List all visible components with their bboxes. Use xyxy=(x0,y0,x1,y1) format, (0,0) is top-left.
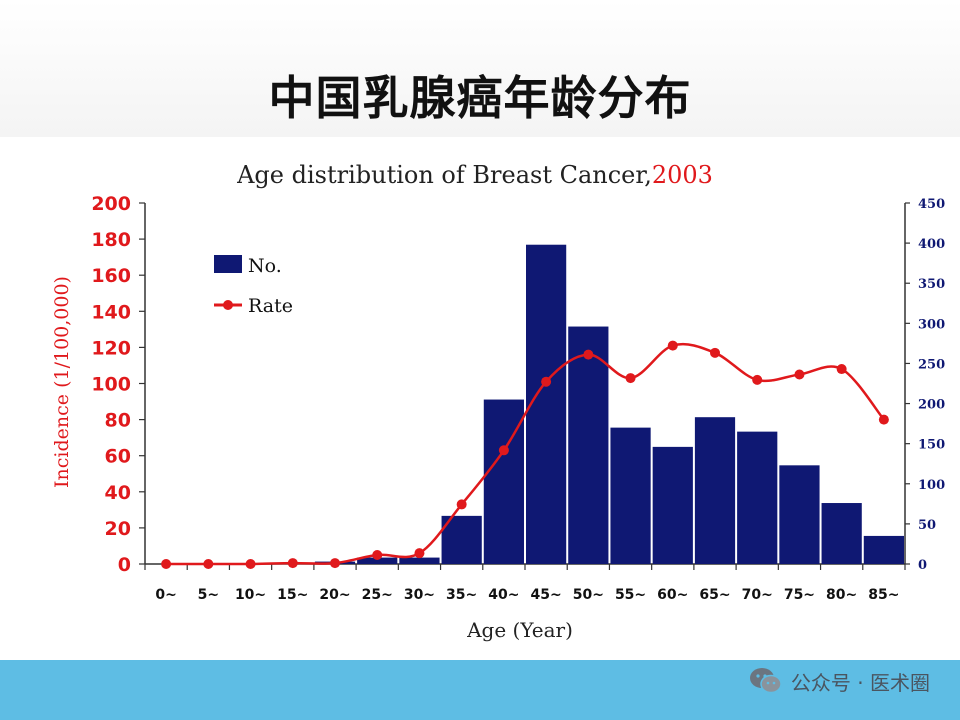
bar xyxy=(652,446,693,564)
bar xyxy=(610,427,651,564)
bar xyxy=(399,557,440,564)
x-tick-label: 60~ xyxy=(657,587,688,603)
x-tick-label: 15~ xyxy=(277,587,308,603)
rate-point xyxy=(456,499,467,510)
y-left-tick-label: 100 xyxy=(91,374,131,396)
chart: Age distribution of Breast Cancer,2003 0… xyxy=(51,161,945,642)
y-right-tick-label: 250 xyxy=(918,357,945,372)
y-right-tick-label: 0 xyxy=(918,558,927,573)
y-left-tick-label: 20 xyxy=(105,518,131,540)
legend-label-no: No. xyxy=(248,255,282,277)
rate-point xyxy=(541,376,552,387)
x-tick-label: 40~ xyxy=(488,587,519,603)
title-band xyxy=(0,0,960,137)
y-left-tick-label: 80 xyxy=(105,410,131,432)
chart-title-year: 2003 xyxy=(652,161,713,189)
y-right-tick-label: 100 xyxy=(918,478,945,493)
rate-point xyxy=(498,445,509,456)
legend-label-rate: Rate xyxy=(248,295,293,317)
y-right-tick-label: 350 xyxy=(918,277,945,292)
y-right-tick-label: 150 xyxy=(918,438,945,453)
x-tick-label: 35~ xyxy=(446,587,477,603)
x-tick-label: 30~ xyxy=(404,587,435,603)
bar xyxy=(694,417,736,564)
bar xyxy=(357,557,398,564)
y-left-tick-label: 40 xyxy=(105,482,131,504)
x-tick-label: 75~ xyxy=(784,587,815,603)
rate-point xyxy=(161,559,172,569)
x-tick-label: 20~ xyxy=(319,587,350,603)
y-left-tick-label: 120 xyxy=(91,337,131,359)
y-left-tick-label: 200 xyxy=(91,193,131,215)
x-axis-label: Age (Year) xyxy=(466,618,573,642)
slide-title: 中国乳腺癌年龄分布 xyxy=(268,71,692,125)
rate-point xyxy=(287,558,298,569)
rate-point xyxy=(625,373,636,384)
legend-swatch-no xyxy=(214,255,242,273)
y-left-tick-label: 180 xyxy=(91,229,131,251)
legend-marker-rate xyxy=(223,300,233,310)
line-series xyxy=(161,340,889,569)
x-tick-label: 70~ xyxy=(742,587,773,603)
chart-panel: Age distribution of Breast Cancer,2003 0… xyxy=(0,137,960,660)
x-tick-label: 50~ xyxy=(573,587,604,603)
rate-point xyxy=(836,364,847,375)
bar-series xyxy=(314,244,904,564)
x-tick-label: 55~ xyxy=(615,587,646,603)
x-tick-label: 45~ xyxy=(531,587,562,603)
bar xyxy=(568,326,609,564)
bar xyxy=(483,399,524,564)
rate-point xyxy=(414,548,425,559)
y-right-tick-label: 300 xyxy=(918,317,945,332)
rate-point xyxy=(794,369,805,380)
watermark: 公众号 · 医术圈 xyxy=(749,666,930,696)
rate-point xyxy=(330,558,340,569)
bar xyxy=(821,503,862,564)
bar xyxy=(779,465,820,564)
rate-point xyxy=(203,559,214,569)
rate-point xyxy=(583,349,594,360)
y-left-tick-label: 60 xyxy=(105,446,131,468)
bar xyxy=(737,431,778,564)
x-tick-label: 10~ xyxy=(235,587,266,603)
rate-point xyxy=(752,374,763,385)
rate-point xyxy=(667,340,678,351)
wechat-icon xyxy=(749,668,782,694)
rate-point xyxy=(878,414,889,425)
bar xyxy=(526,244,567,564)
x-tick-label: 80~ xyxy=(826,587,857,603)
x-tick-label: 25~ xyxy=(362,587,393,603)
y-left-label: Incidence (1/100,000) xyxy=(51,276,73,488)
bar xyxy=(863,535,904,564)
chart-title: Age distribution of Breast Cancer,2003 xyxy=(236,161,713,189)
x-tick-label: 65~ xyxy=(699,587,730,603)
x-tick-label: 85~ xyxy=(868,587,899,603)
y-left-tick-label: 0 xyxy=(118,554,131,576)
y-right-tick-label: 50 xyxy=(918,518,936,533)
x-tick-label: 5~ xyxy=(198,587,219,603)
rate-point xyxy=(245,559,256,569)
y-right-tick-label: 200 xyxy=(918,398,945,413)
rate-point xyxy=(710,347,720,358)
y-left-tick-label: 140 xyxy=(91,301,131,323)
x-tick-label: 0~ xyxy=(155,587,176,603)
watermark-text: 公众号 · 医术圈 xyxy=(790,670,930,695)
rate-point xyxy=(372,549,383,560)
legend: No. Rate xyxy=(214,255,293,317)
y-right-tick-label: 400 xyxy=(918,237,945,252)
y-right-tick-label: 450 xyxy=(918,197,945,212)
chart-title-text: Age distribution of Breast Cancer, xyxy=(236,161,652,189)
y-left-tick-label: 160 xyxy=(91,265,131,287)
footer-band xyxy=(0,660,960,720)
